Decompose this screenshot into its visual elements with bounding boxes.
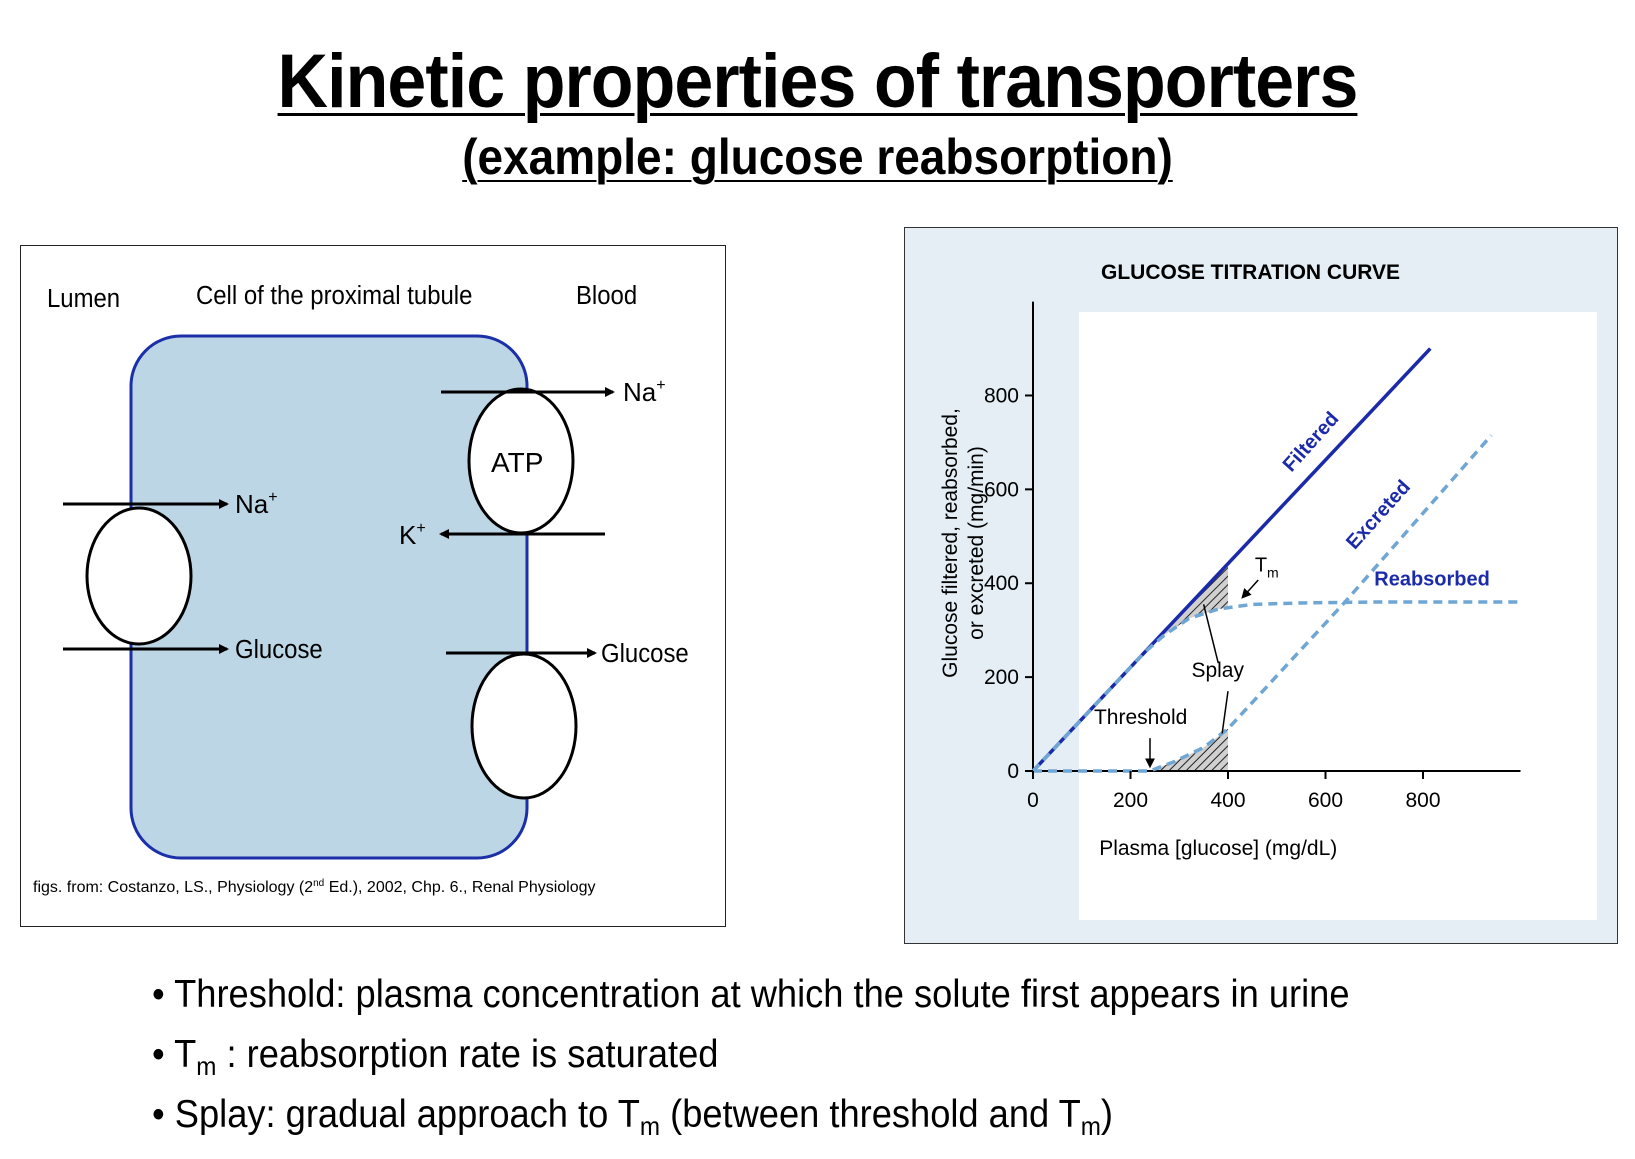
chart-title: GLUCOSE TITRATION CURVE xyxy=(1101,261,1400,284)
y-axis-label-line1: Glucose filtered, reabsorbed, xyxy=(939,408,962,678)
blood-label: Blood xyxy=(576,281,637,310)
x-axis-label: Plasma [glucose] (mg/dL) xyxy=(1099,837,1337,860)
glucose-in-label: Glucose xyxy=(235,635,323,664)
splay-pointer-upper xyxy=(1202,604,1219,664)
threshold-annotation: Threshold xyxy=(1094,706,1187,729)
tm-annotation: Tm xyxy=(1255,555,1279,581)
series-line-reabsorbed xyxy=(1031,600,1521,773)
bullet-threshold: • Threshold: plasma concentration at whi… xyxy=(152,973,1350,1016)
page-title: Kinetic properties of transporters xyxy=(277,39,1359,124)
titration-curve-panel: GLUCOSE TITRATION CURVE 0 200 400 600 800 0 20… xyxy=(904,227,1618,944)
plot-area xyxy=(1079,312,1597,920)
splay-annotation: Splay xyxy=(1191,659,1244,682)
tm-arrow xyxy=(1241,579,1259,599)
cell-label: Cell of the proximal tubule xyxy=(196,281,472,310)
y-tick-label: 800 xyxy=(984,384,1019,407)
page-subtitle: (example: glucose reabsorption) xyxy=(462,129,1173,185)
glucose-out-label: Glucose xyxy=(601,639,689,668)
titration-chart: GLUCOSE TITRATION CURVE 0 200 400 600 800 0 20… xyxy=(939,261,1597,920)
bullet-tm: • Tm : reabsorption rate is saturated xyxy=(152,1033,719,1081)
citation: figs. from: Costanzo, LS., Physiology (2… xyxy=(33,878,596,896)
bullet-splay: • Splay: gradual approach to Tm (between… xyxy=(152,1093,1114,1141)
sglt-cotransporter xyxy=(85,506,193,646)
glut-transporter xyxy=(470,652,578,800)
lumen-label: Lumen xyxy=(47,284,120,313)
series-line-excreted xyxy=(1033,434,1493,773)
k-label: K+ xyxy=(399,520,426,550)
x-tick-label: 200 xyxy=(1113,789,1148,812)
atp-label: ATP xyxy=(491,447,543,478)
splay-region-lower xyxy=(1150,728,1228,771)
x-tick-label: 800 xyxy=(1405,789,1440,812)
cell-diagram-panel: Lumen Cell of the proximal tubule Blood … xyxy=(20,245,726,927)
x-tick-label: 600 xyxy=(1308,789,1343,812)
bullet-list: • Threshold: plasma concentration at whi… xyxy=(152,965,1440,1145)
y-tick-label: 600 xyxy=(984,478,1019,501)
x-tick-label: 0 xyxy=(1027,789,1039,812)
cell-diagram: Lumen Cell of the proximal tubule Blood … xyxy=(33,281,689,896)
splay-pointer-lower xyxy=(1221,691,1229,734)
series-label-reabsorbed: Reabsorbed xyxy=(1374,569,1490,591)
na-in-label: Na+ xyxy=(235,489,278,519)
x-tick-label: 400 xyxy=(1210,789,1245,812)
cell-body xyxy=(129,334,529,860)
na-out-label: Na+ xyxy=(623,377,666,407)
y-tick-label: 400 xyxy=(984,572,1019,595)
y-axis-label-line2: or excreted (mg/min) xyxy=(965,446,988,640)
y-tick-label: 200 xyxy=(984,666,1019,689)
y-tick-label: 0 xyxy=(1007,760,1019,783)
